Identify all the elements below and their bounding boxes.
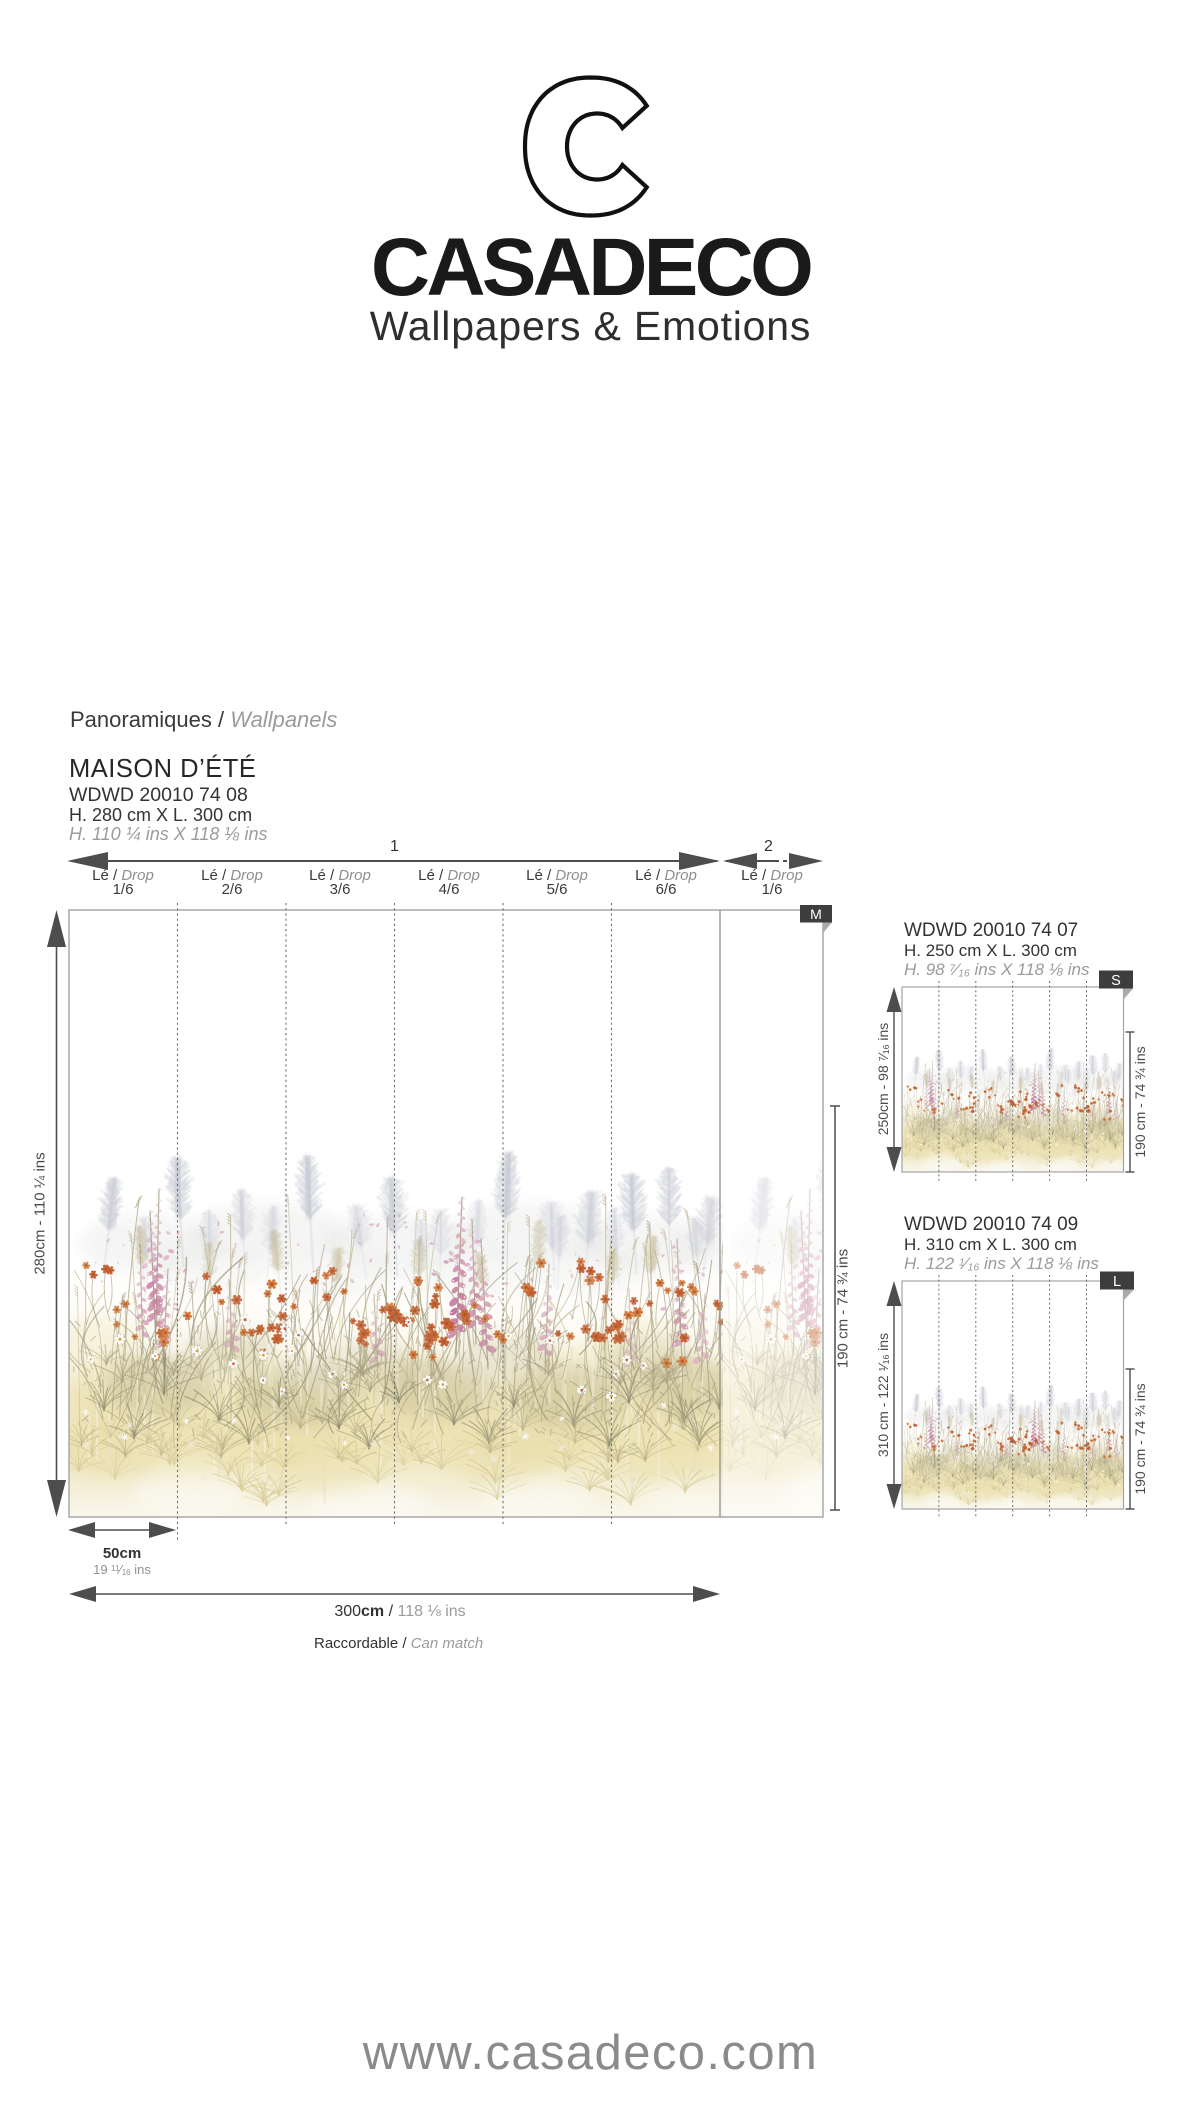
svg-text:L: L [1113, 1274, 1121, 1290]
svg-text:S: S [1111, 973, 1121, 989]
svg-text:M: M [810, 906, 822, 922]
